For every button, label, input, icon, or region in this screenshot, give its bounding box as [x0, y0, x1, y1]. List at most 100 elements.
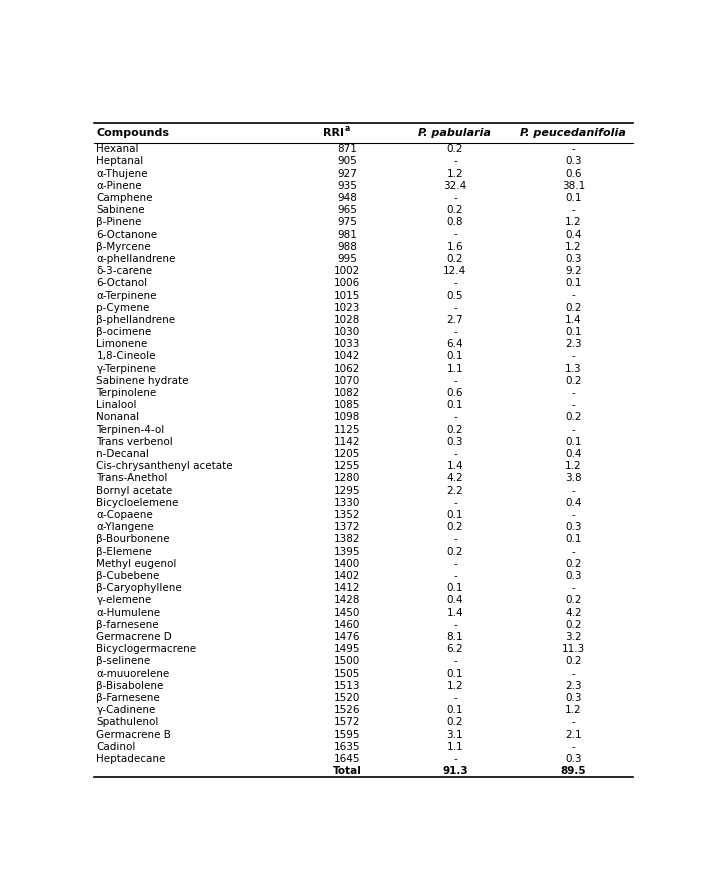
Text: 1450: 1450	[334, 608, 360, 618]
Text: Terpinolene: Terpinolene	[96, 389, 157, 398]
Text: 0.2: 0.2	[565, 596, 581, 605]
Text: 0.2: 0.2	[565, 620, 581, 630]
Text: 1428: 1428	[334, 596, 360, 605]
Text: 6.2: 6.2	[447, 644, 463, 655]
Text: 1.2: 1.2	[447, 168, 463, 179]
Text: 0.1: 0.1	[565, 535, 581, 544]
Text: -: -	[571, 742, 575, 751]
Text: 1280: 1280	[334, 473, 360, 484]
Text: 995: 995	[337, 254, 357, 264]
Text: 0.4: 0.4	[565, 230, 581, 240]
Text: 1.1: 1.1	[447, 742, 463, 751]
Text: 6.4: 6.4	[447, 339, 463, 349]
Text: 1412: 1412	[334, 583, 360, 593]
Text: 1033: 1033	[334, 339, 360, 349]
Text: Bornyl acetate: Bornyl acetate	[96, 485, 172, 496]
Text: Germacrene B: Germacrene B	[96, 729, 171, 740]
Text: 0.1: 0.1	[447, 400, 463, 411]
Text: β-Myrcene: β-Myrcene	[96, 241, 151, 252]
Text: 0.3: 0.3	[565, 571, 581, 581]
Text: Trans verbenol: Trans verbenol	[96, 437, 173, 447]
Text: 1645: 1645	[334, 754, 360, 764]
Text: 0.6: 0.6	[565, 168, 581, 179]
Text: -: -	[571, 205, 575, 215]
Text: 4.2: 4.2	[565, 608, 581, 618]
Text: -: -	[453, 278, 457, 288]
Text: -: -	[453, 193, 457, 203]
Text: 1062: 1062	[334, 364, 360, 374]
Text: 0.8: 0.8	[447, 218, 463, 227]
Text: -: -	[453, 156, 457, 167]
Text: 2.3: 2.3	[565, 681, 581, 691]
Text: 1.2: 1.2	[447, 681, 463, 691]
Text: 1402: 1402	[334, 571, 360, 581]
Text: 1.2: 1.2	[565, 241, 581, 252]
Text: β-Cubebene: β-Cubebene	[96, 571, 160, 581]
Text: β-phellandrene: β-phellandrene	[96, 315, 175, 325]
Text: 1520: 1520	[334, 693, 360, 703]
Text: 0.2: 0.2	[447, 425, 463, 434]
Text: 0.1: 0.1	[565, 278, 581, 288]
Text: α-muuorelene: α-muuorelene	[96, 669, 169, 678]
Text: 1526: 1526	[334, 705, 360, 715]
Text: 3.1: 3.1	[447, 729, 463, 740]
Text: 2.2: 2.2	[447, 485, 463, 496]
Text: 1330: 1330	[334, 498, 360, 507]
Text: 1.6: 1.6	[447, 241, 463, 252]
Text: β-Bourbonene: β-Bourbonene	[96, 535, 170, 544]
Text: -: -	[571, 144, 575, 154]
Text: 2.3: 2.3	[565, 339, 581, 349]
Text: 965: 965	[337, 205, 357, 215]
Text: 0.2: 0.2	[447, 254, 463, 264]
Text: Sabinene: Sabinene	[96, 205, 145, 215]
Text: 0.1: 0.1	[447, 352, 463, 361]
Text: 1382: 1382	[334, 535, 360, 544]
Text: γ-Cadinene: γ-Cadinene	[96, 705, 156, 715]
Text: 0.2: 0.2	[447, 144, 463, 154]
Text: -: -	[453, 754, 457, 764]
Text: 1,8-Cineole: 1,8-Cineole	[96, 352, 156, 361]
Text: -: -	[453, 693, 457, 703]
Text: 1352: 1352	[334, 510, 360, 520]
Text: -: -	[453, 535, 457, 544]
Text: Sabinene hydrate: Sabinene hydrate	[96, 376, 189, 386]
Text: 0.2: 0.2	[565, 559, 581, 569]
Text: 2.7: 2.7	[447, 315, 463, 325]
Text: Limonene: Limonene	[96, 339, 147, 349]
Text: α-Thujene: α-Thujene	[96, 168, 147, 179]
Text: -: -	[453, 412, 457, 423]
Text: Spathulenol: Spathulenol	[96, 717, 159, 728]
Text: -: -	[453, 498, 457, 507]
Text: 0.2: 0.2	[565, 656, 581, 666]
Text: α-Terpinene: α-Terpinene	[96, 291, 157, 300]
Text: 935: 935	[337, 181, 357, 190]
Text: 0.1: 0.1	[447, 583, 463, 593]
Text: 1023: 1023	[334, 303, 360, 313]
Text: -: -	[453, 303, 457, 313]
Text: P. peucedanifolia: P. peucedanifolia	[520, 128, 626, 137]
Text: Terpinen-4-ol: Terpinen-4-ol	[96, 425, 164, 434]
Text: 11.3: 11.3	[562, 644, 585, 655]
Text: 1085: 1085	[334, 400, 360, 411]
Text: -: -	[453, 327, 457, 337]
Text: 1395: 1395	[334, 546, 360, 557]
Text: n-Decanal: n-Decanal	[96, 449, 149, 459]
Text: 8.1: 8.1	[447, 632, 463, 642]
Text: 927: 927	[337, 168, 357, 179]
Text: 3.2: 3.2	[565, 632, 581, 642]
Text: 948: 948	[337, 193, 357, 203]
Text: γ-Terpinene: γ-Terpinene	[96, 364, 156, 374]
Text: 32.4: 32.4	[443, 181, 467, 190]
Text: 0.3: 0.3	[565, 754, 581, 764]
Text: β-Elemene: β-Elemene	[96, 546, 152, 557]
Text: 1082: 1082	[334, 389, 360, 398]
Text: 0.3: 0.3	[565, 522, 581, 532]
Text: 1476: 1476	[334, 632, 360, 642]
Text: β-farnesene: β-farnesene	[96, 620, 159, 630]
Text: Cis-chrysanthenyl acetate: Cis-chrysanthenyl acetate	[96, 462, 233, 471]
Text: α-Humulene: α-Humulene	[96, 608, 160, 618]
Text: 1205: 1205	[334, 449, 360, 459]
Text: 988: 988	[337, 241, 357, 252]
Text: -: -	[571, 389, 575, 398]
Text: -: -	[571, 352, 575, 361]
